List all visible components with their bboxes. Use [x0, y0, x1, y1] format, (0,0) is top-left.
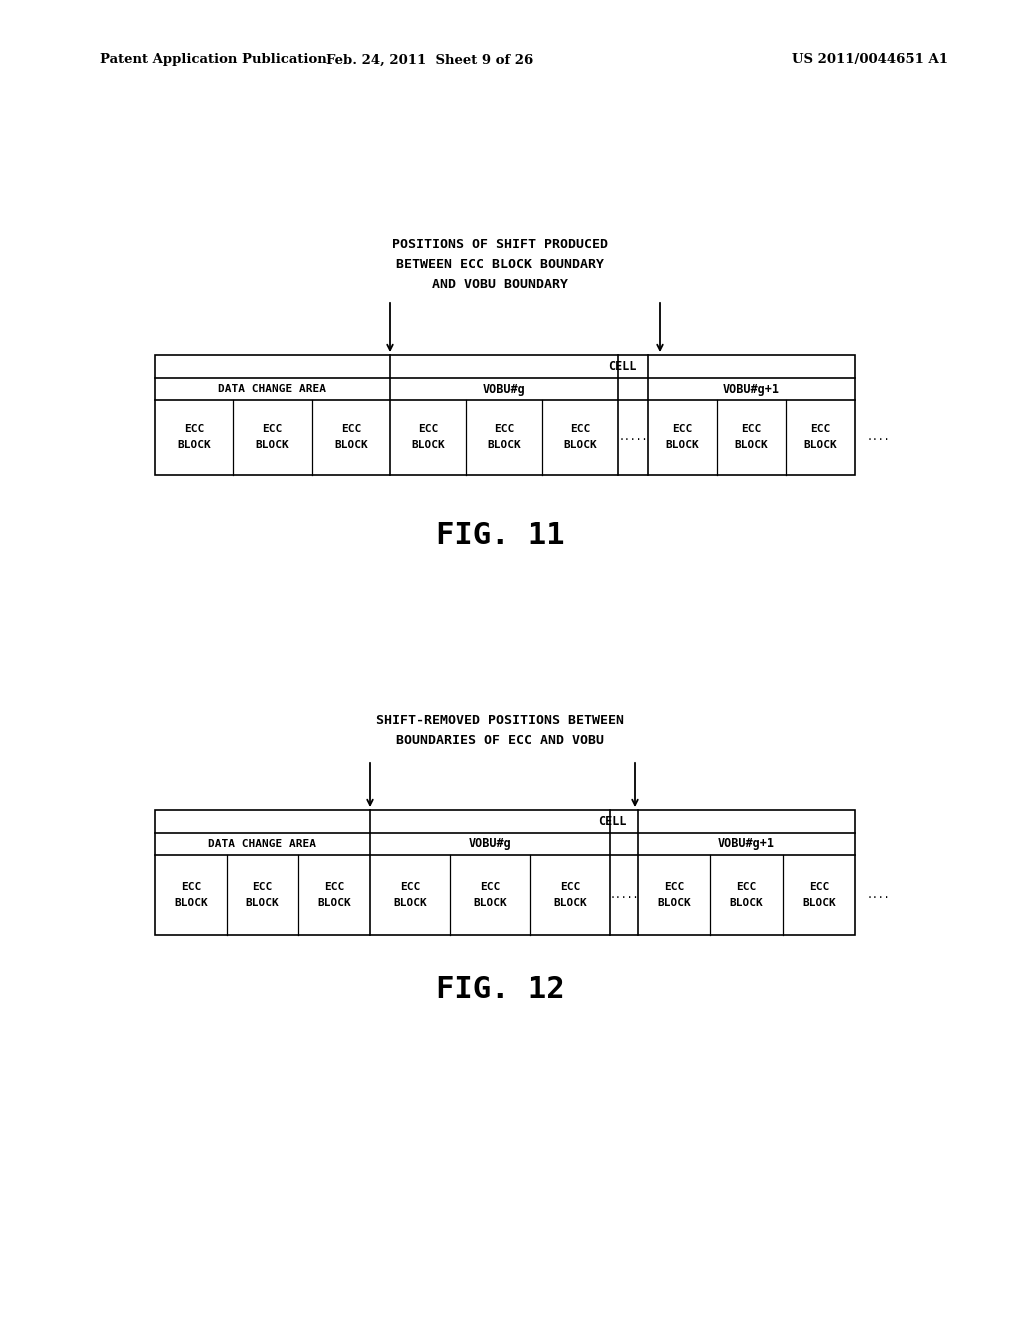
Text: VOBU#g: VOBU#g: [482, 383, 525, 396]
Text: BLOCK: BLOCK: [666, 441, 699, 450]
Text: ECC: ECC: [673, 425, 692, 434]
Text: BLOCK: BLOCK: [317, 898, 351, 908]
Text: BOUNDARIES OF ECC AND VOBU: BOUNDARIES OF ECC AND VOBU: [396, 734, 604, 747]
Text: ECC: ECC: [341, 425, 360, 434]
Text: POSITIONS OF SHIFT PRODUCED: POSITIONS OF SHIFT PRODUCED: [392, 239, 608, 252]
Text: AND VOBU BOUNDARY: AND VOBU BOUNDARY: [432, 279, 568, 292]
Text: FIG. 11: FIG. 11: [435, 520, 564, 549]
Text: ECC: ECC: [184, 425, 205, 434]
Text: BLOCK: BLOCK: [411, 441, 444, 450]
Text: ECC: ECC: [180, 882, 201, 892]
Text: VOBU#g+1: VOBU#g+1: [718, 837, 775, 850]
Text: BLOCK: BLOCK: [730, 898, 763, 908]
Text: US 2011/0044651 A1: US 2011/0044651 A1: [792, 54, 948, 66]
Text: BLOCK: BLOCK: [553, 898, 587, 908]
Text: VOBU#g: VOBU#g: [469, 837, 511, 850]
Text: BLOCK: BLOCK: [256, 441, 290, 450]
Text: ECC: ECC: [418, 425, 438, 434]
Text: BLOCK: BLOCK: [563, 441, 597, 450]
Text: BLOCK: BLOCK: [734, 441, 768, 450]
Text: DATA CHANGE AREA: DATA CHANGE AREA: [218, 384, 327, 393]
Text: ECC: ECC: [741, 425, 762, 434]
Text: BLOCK: BLOCK: [393, 898, 427, 908]
Bar: [155, 355, 855, 475]
Text: FIG. 12: FIG. 12: [435, 975, 564, 1005]
Text: BLOCK: BLOCK: [174, 898, 208, 908]
Text: Patent Application Publication: Patent Application Publication: [100, 54, 327, 66]
Text: ....: ....: [867, 433, 891, 442]
Text: CELL: CELL: [608, 360, 637, 374]
Text: BLOCK: BLOCK: [487, 441, 521, 450]
Text: BLOCK: BLOCK: [802, 898, 836, 908]
Text: ECC: ECC: [480, 882, 500, 892]
Text: .....: .....: [609, 890, 639, 900]
Text: ECC: ECC: [494, 425, 514, 434]
Text: ECC: ECC: [736, 882, 757, 892]
Text: .....: .....: [618, 433, 648, 442]
Text: SHIFT-REMOVED POSITIONS BETWEEN: SHIFT-REMOVED POSITIONS BETWEEN: [376, 714, 624, 726]
Text: ECC: ECC: [560, 882, 581, 892]
Text: ECC: ECC: [324, 882, 344, 892]
Text: BLOCK: BLOCK: [657, 898, 691, 908]
Text: CELL: CELL: [598, 814, 627, 828]
Text: BLOCK: BLOCK: [177, 441, 211, 450]
Bar: [155, 810, 855, 935]
Text: ECC: ECC: [664, 882, 684, 892]
Text: ECC: ECC: [810, 425, 830, 434]
Text: BETWEEN ECC BLOCK BOUNDARY: BETWEEN ECC BLOCK BOUNDARY: [396, 259, 604, 272]
Text: BLOCK: BLOCK: [334, 441, 368, 450]
Text: VOBU#g+1: VOBU#g+1: [723, 383, 780, 396]
Text: BLOCK: BLOCK: [804, 441, 838, 450]
Text: ECC: ECC: [262, 425, 283, 434]
Text: ....: ....: [867, 890, 891, 900]
Text: BLOCK: BLOCK: [246, 898, 280, 908]
Text: Feb. 24, 2011  Sheet 9 of 26: Feb. 24, 2011 Sheet 9 of 26: [327, 54, 534, 66]
Text: DATA CHANGE AREA: DATA CHANGE AREA: [209, 840, 316, 849]
Text: ECC: ECC: [570, 425, 590, 434]
Text: BLOCK: BLOCK: [473, 898, 507, 908]
Text: ECC: ECC: [809, 882, 829, 892]
Text: ECC: ECC: [252, 882, 272, 892]
Text: ECC: ECC: [400, 882, 420, 892]
